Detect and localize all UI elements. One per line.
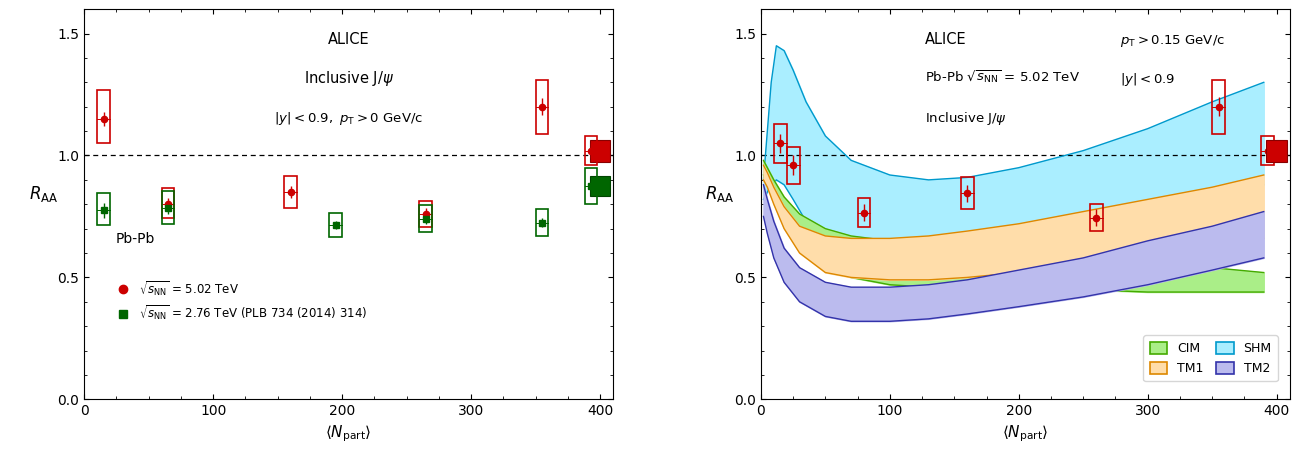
Y-axis label: $R_{\rm AA}$: $R_{\rm AA}$ — [29, 184, 58, 204]
Bar — [590, 176, 610, 196]
Text: Inclusive J/$\psi$: Inclusive J/$\psi$ — [925, 110, 1007, 127]
Y-axis label: $R_{\rm AA}$: $R_{\rm AA}$ — [705, 184, 735, 204]
Bar — [858, 198, 871, 227]
Bar — [162, 188, 175, 218]
Bar — [329, 213, 342, 237]
Bar — [1090, 204, 1103, 231]
Bar — [584, 168, 597, 204]
Bar — [97, 90, 110, 143]
Bar — [162, 191, 175, 224]
Legend: CIM, TM1, SHM, TM2: CIM, TM1, SHM, TM2 — [1143, 336, 1278, 381]
X-axis label: $\langle N_{\rm part}\rangle$: $\langle N_{\rm part}\rangle$ — [1002, 424, 1048, 444]
Text: Pb-Pb $\sqrt{s_{\rm NN}}$ = 5.02 TeV: Pb-Pb $\sqrt{s_{\rm NN}}$ = 5.02 TeV — [925, 69, 1080, 86]
Bar — [590, 140, 610, 162]
Bar — [774, 124, 787, 163]
Text: Inclusive J/$\psi$: Inclusive J/$\psi$ — [303, 69, 394, 88]
Bar — [535, 209, 548, 236]
Bar — [960, 178, 973, 209]
Bar — [1266, 140, 1287, 162]
Bar — [787, 147, 800, 184]
Bar — [535, 80, 548, 134]
Text: $p_{\rm T}>0.15\ \rm{GeV}/c$: $p_{\rm T}>0.15\ \rm{GeV}/c$ — [1120, 34, 1225, 49]
Text: ALICE: ALICE — [328, 32, 369, 47]
Bar — [420, 201, 433, 227]
Text: ALICE: ALICE — [925, 32, 967, 47]
Bar — [1261, 136, 1274, 165]
Text: $|y|<0.9,\ p_{\rm T}>0\ \rm{GeV}/c$: $|y|<0.9,\ p_{\rm T}>0\ \rm{GeV}/c$ — [273, 110, 422, 127]
Bar — [584, 136, 597, 165]
Bar — [284, 176, 297, 208]
Legend: $\sqrt{s_{\rm NN}}$ = 5.02 TeV, $\sqrt{s_{\rm NN}}$ = 2.76 TeV (PLB 734 (2014) 3: $\sqrt{s_{\rm NN}}$ = 5.02 TeV, $\sqrt{s… — [106, 274, 372, 327]
X-axis label: $\langle N_{\rm part}\rangle$: $\langle N_{\rm part}\rangle$ — [325, 424, 372, 444]
Bar — [1212, 80, 1225, 134]
Text: Pb-Pb: Pb-Pb — [115, 232, 156, 246]
Bar — [420, 206, 433, 232]
Text: $|y|<0.9$: $|y|<0.9$ — [1120, 71, 1175, 88]
Bar — [97, 193, 110, 225]
